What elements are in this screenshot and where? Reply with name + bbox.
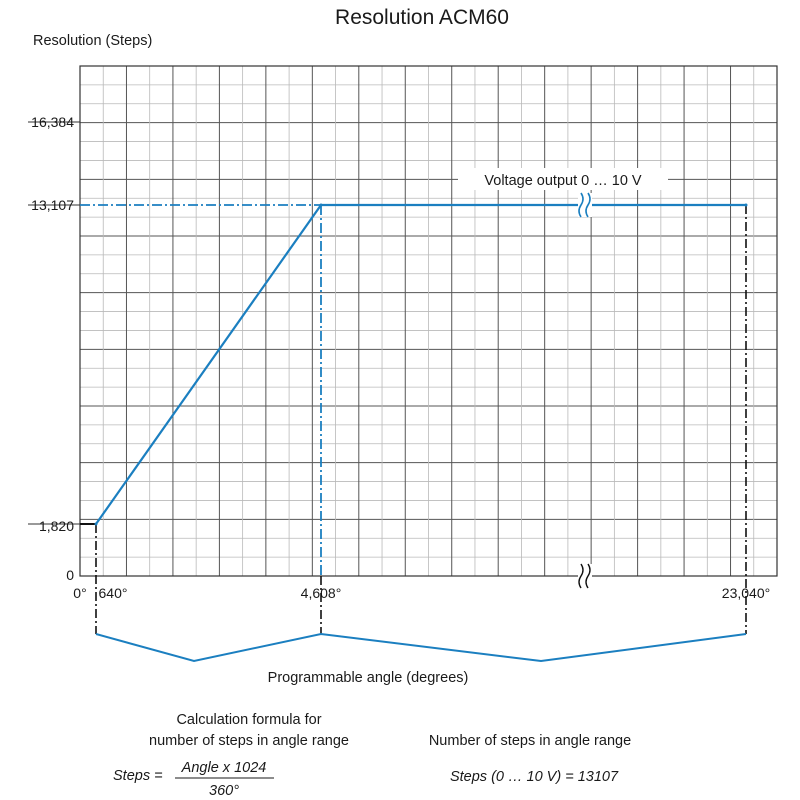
y-axis-label: Resolution (Steps) bbox=[33, 33, 152, 49]
y-tick-label-1820: 1,820 bbox=[39, 518, 74, 534]
formula-denominator: 360° bbox=[209, 783, 239, 799]
y-tick-label-0: 0 bbox=[66, 567, 74, 583]
formula-lhs: Steps = bbox=[113, 768, 163, 784]
plot-border bbox=[79, 65, 778, 577]
formula-heading-line1: Calculation formula for bbox=[176, 712, 321, 728]
angle-range-bracket bbox=[95, 632, 747, 663]
y-tick-label-13107: 13,107 bbox=[31, 197, 74, 213]
steps-value: Steps (0 … 10 V) = 13107 bbox=[450, 769, 619, 785]
series-point bbox=[94, 522, 98, 526]
formula-heading-line2: number of steps in angle range bbox=[149, 733, 349, 749]
x-tick-label-640: 640° bbox=[99, 585, 128, 601]
series-line-voltage-output bbox=[95, 203, 746, 525]
series-label: Voltage output 0 … 10 V bbox=[484, 173, 642, 189]
x-tick-label-0: 0° bbox=[73, 585, 86, 601]
series-label-bg bbox=[458, 168, 668, 190]
axis-break-mark bbox=[578, 563, 592, 590]
series-point bbox=[319, 203, 323, 207]
line-break-mark bbox=[578, 192, 592, 218]
series-point bbox=[744, 203, 748, 207]
y-tick-label-16384: 16,384 bbox=[31, 114, 74, 130]
x-axis-label: Programmable angle (degrees) bbox=[268, 670, 469, 686]
grid bbox=[28, 66, 777, 576]
steps-heading: Number of steps in angle range bbox=[429, 733, 631, 749]
chart-title: Resolution ACM60 bbox=[335, 6, 509, 29]
formula-numerator: Angle x 1024 bbox=[181, 760, 267, 776]
